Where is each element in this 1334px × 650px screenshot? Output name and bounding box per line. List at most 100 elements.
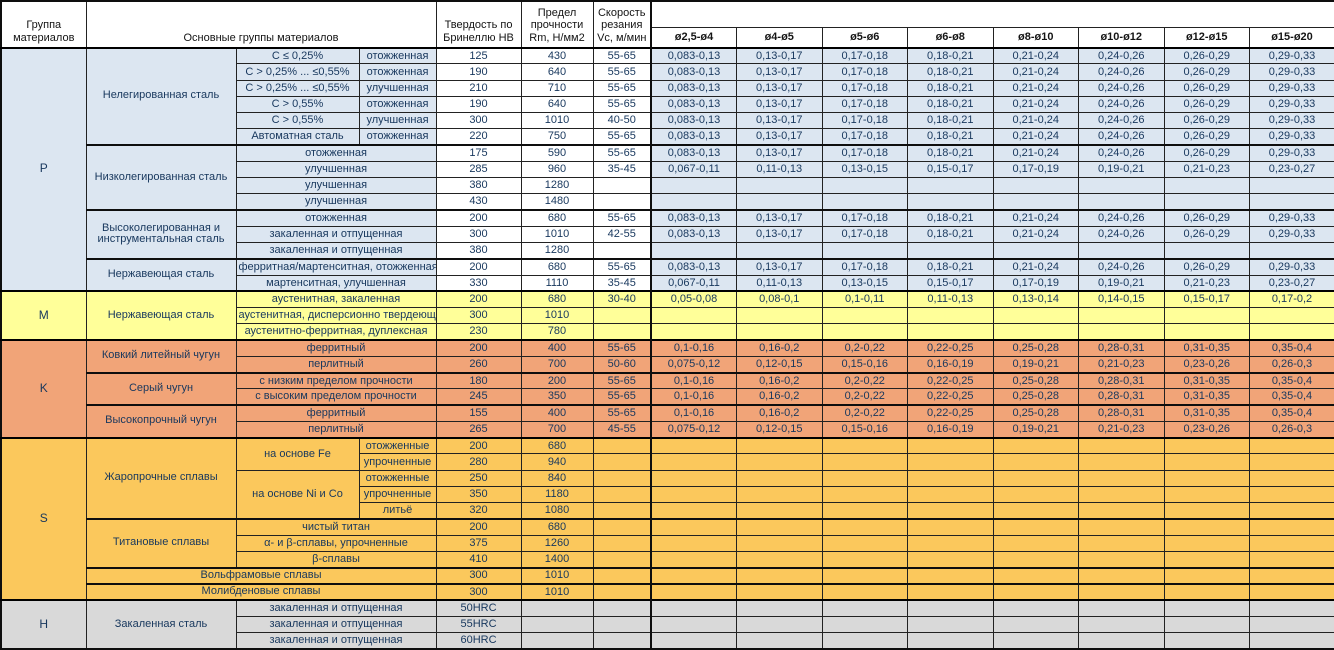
cell-hb: 300 [435,225,522,244]
cell-state: улучшенная [235,160,437,179]
cell-feed [1078,193,1165,211]
cell-feed [821,241,908,260]
cell-feed [1249,517,1334,536]
cell-feed: 0,13-0,17 [736,79,823,97]
cell-feed [1078,306,1165,325]
cell-feed: 0,17-0,18 [821,257,908,276]
cell-rm [520,615,594,634]
cell-feed: 0,26-0,29 [1163,208,1250,227]
cell-hb: 60HRC [435,632,522,650]
cell-feed: 0,075-0,12 [650,420,737,439]
cell-feed: 0,11-0,13 [736,160,823,179]
cell-feed [1249,582,1334,601]
cell-feed: 0,12-0,15 [736,355,823,374]
cell-rm: 750 [520,128,594,146]
cell-feed: 0,13-0,17 [736,111,823,130]
cell-feed [1249,453,1334,471]
cell-feed: 0,13-0,17 [736,95,823,114]
cell-rm: 430 [520,46,594,65]
cell-feed: 0,18-0,21 [907,257,994,276]
cell-feed: 0,31-0,35 [1163,403,1250,422]
cell-hb: 210 [435,79,522,97]
cell-feed [650,534,737,552]
cell-feed [821,323,908,341]
cell-state: отожженная [358,46,437,65]
cell-feed: 0,22-0,25 [907,371,994,390]
cell-vc: 55-65 [592,338,652,357]
cell-vc: 35-45 [592,160,652,179]
cell-state: с низким пределом прочности [235,371,437,390]
cell-material: Молибденовые сплавы [85,582,437,601]
cell-hb: 55HRC [435,615,522,634]
cell-feed [1249,193,1334,211]
cell-rm [520,598,594,617]
cell-feed [650,566,737,585]
cell-rm: 640 [520,95,594,114]
cell-rm: 680 [520,290,594,309]
cell-feed [1249,598,1334,617]
cell-feed: 0,26-0,29 [1163,46,1250,65]
cell-state: перлитный [235,355,437,374]
cell-feed [1249,632,1334,650]
cell-feed: 0,29-0,33 [1249,95,1334,114]
cell-hb: 190 [435,95,522,114]
cell-rm: 1260 [520,534,594,552]
cell-feed: 0,29-0,33 [1249,111,1334,130]
cell-feed [992,598,1079,617]
cell-material: Закаленная сталь [85,599,237,650]
cell-feed: 0,083-0,13 [650,111,737,130]
cell-rm: 1080 [520,501,594,520]
cell-feed: 0,29-0,33 [1249,128,1334,146]
cell-feed: 0,28-0,31 [1078,338,1165,357]
cell-feed: 0,18-0,21 [907,95,994,114]
cell-feed: 0,26-0,29 [1163,257,1250,276]
cell-feed: 0,18-0,21 [907,143,994,162]
cell-feed: 0,16-0,2 [736,403,823,422]
cell-hb: 380 [435,241,522,260]
cell-feed: 0,13-0,14 [992,290,1079,309]
cell-feed [736,566,823,585]
cell-state: отожженная [358,95,437,114]
cell-state: закаленная и отпущенная [235,225,437,244]
cell-rm: 200 [520,371,594,390]
cell-feed [1078,436,1165,455]
cell-feed: 0,083-0,13 [650,257,737,276]
cell-feed: 0,16-0,2 [736,388,823,406]
cell-feed: 0,28-0,31 [1078,388,1165,406]
cell-vc [592,323,652,341]
cell-hb: 300 [435,111,522,130]
cell-state: улучшенная [235,193,437,211]
cell-feed [821,436,908,455]
cell-feed [1163,598,1250,617]
cell-feed: 0,13-0,15 [821,160,908,179]
cell-feed [992,436,1079,455]
header-diameter-0: ø2,5-ø4 [650,26,737,48]
cell-feed [907,453,994,471]
cell-rm: 1400 [520,550,594,569]
cell-feed [1249,323,1334,341]
cell-feed: 0,24-0,26 [1078,128,1165,146]
cell-feed [992,323,1079,341]
cell-feed: 0,1-0,16 [650,371,737,390]
cell-feed [907,193,994,211]
cell-vc [592,566,652,585]
cell-rm: 1010 [520,111,594,130]
cell-feed [992,453,1079,471]
cell-feed [1163,306,1250,325]
cell-feed: 0,13-0,17 [736,257,823,276]
cell-feed [650,306,737,325]
cell-feed [1249,469,1334,487]
cell-feed: 0,26-0,29 [1163,225,1250,244]
cell-feed [650,517,737,536]
cell-feed [821,193,908,211]
cell-feed [907,598,994,617]
cell-feed [1249,306,1334,325]
cell-feed: 0,29-0,33 [1249,208,1334,227]
cell-feed: 0,18-0,21 [907,79,994,97]
cell-state: мартенситная, улучшенная [235,274,437,292]
header-diameter-5: ø10-ø12 [1078,26,1165,48]
cell-hb: 200 [435,257,522,276]
cell-feed [1078,453,1165,471]
cell-subtype: C > 0,55% [235,111,360,130]
cell-feed: 0,16-0,2 [736,338,823,357]
